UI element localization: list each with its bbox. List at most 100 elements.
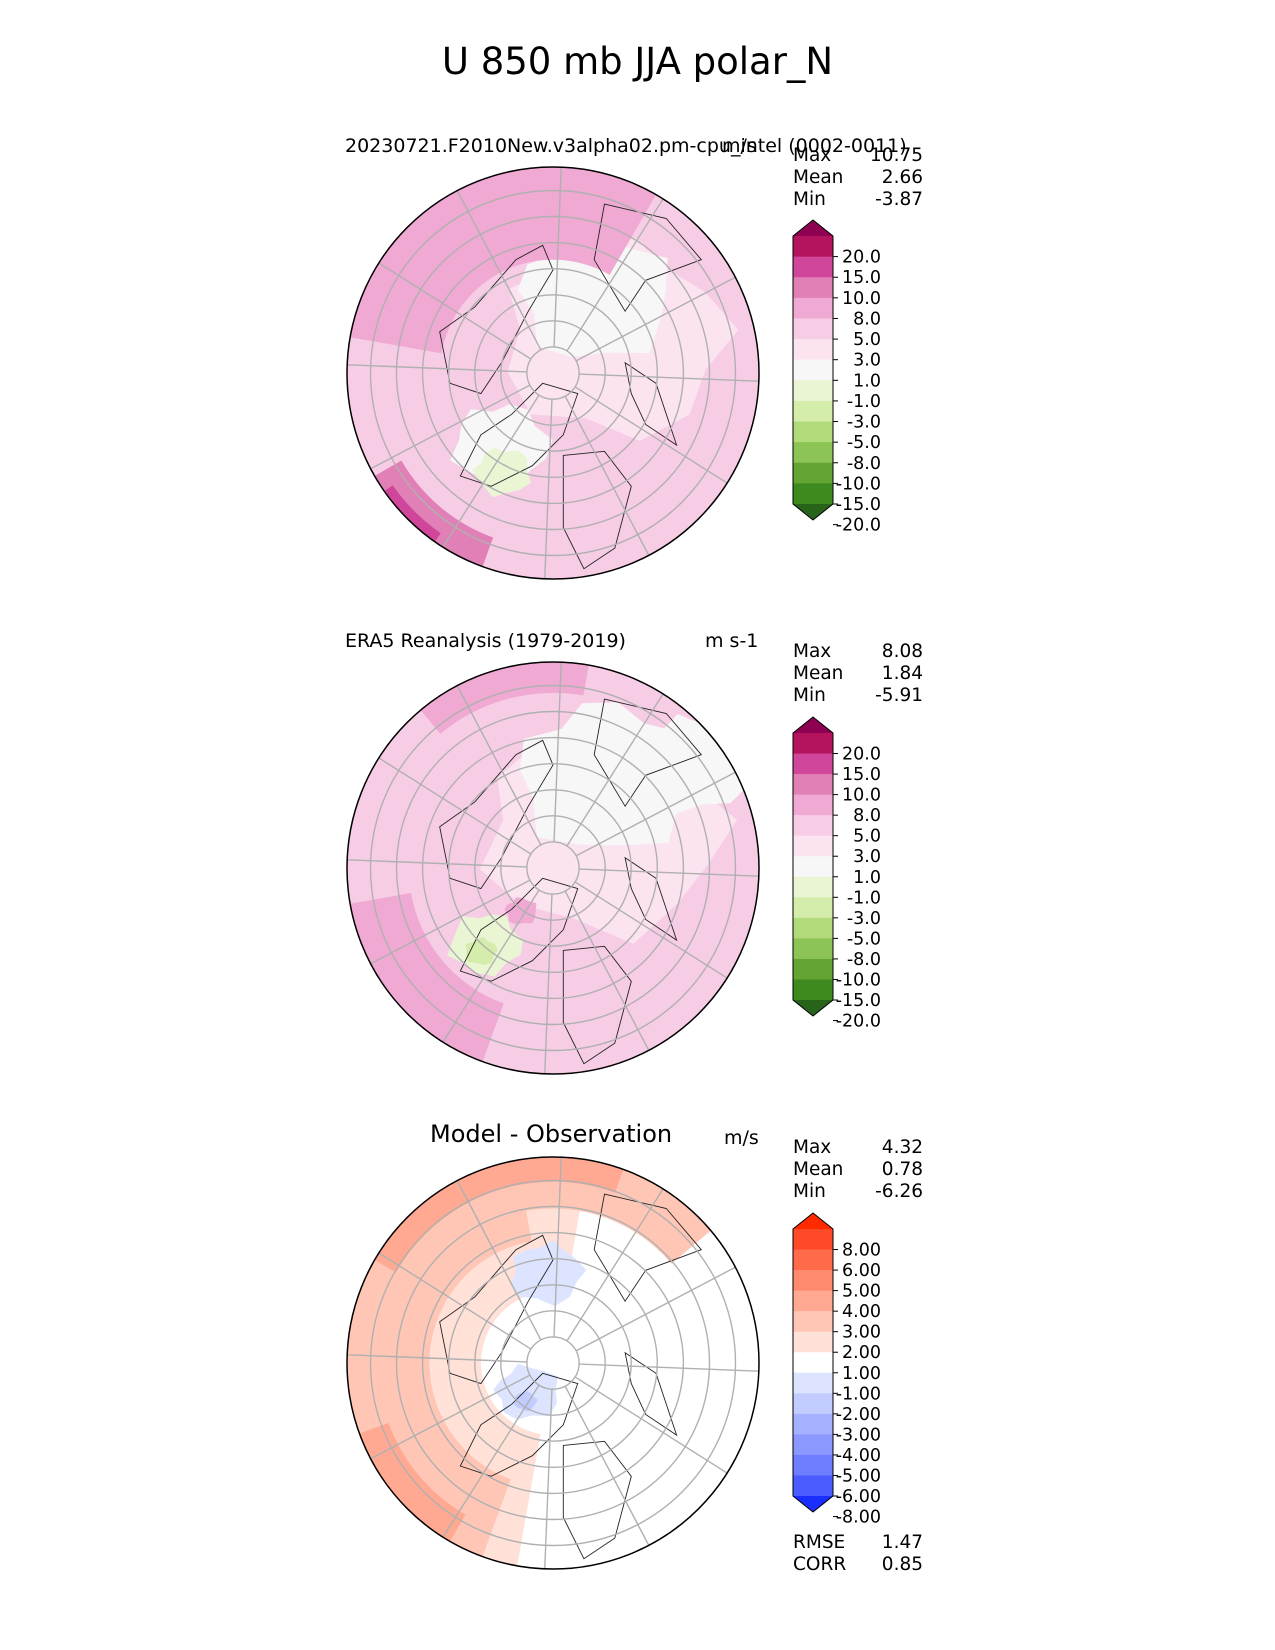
reference-panel-units: m s-1 xyxy=(705,630,759,652)
colorbar-band xyxy=(793,1352,833,1374)
latitude-circle xyxy=(421,1231,685,1495)
colorbar-tick-label: -5.00 xyxy=(836,1466,881,1486)
stat-row: Max 10.75 xyxy=(793,145,923,166)
stat-row: Min -5.91 xyxy=(793,685,923,706)
colorbar-reference: 20.015.010.08.05.03.01.0-1.0-3.0-5.0-8.0… xyxy=(792,716,881,1032)
colorbar-extend-min xyxy=(793,1496,833,1512)
meridian-line xyxy=(574,1376,728,1474)
colorbar-band xyxy=(793,442,833,464)
contour-fill xyxy=(420,662,589,734)
meridian-line xyxy=(574,881,728,979)
colorbar-tick-label: 15.0 xyxy=(842,765,881,785)
colorbar-band xyxy=(793,400,833,423)
colorbar-band xyxy=(793,753,833,775)
colorbar-tick-label: -20.0 xyxy=(836,1012,881,1032)
contour-fill xyxy=(359,1422,466,1542)
stat-row: Mean 0.78 xyxy=(793,1159,923,1180)
colorbar-band xyxy=(793,794,833,816)
colorbar-band xyxy=(793,256,833,278)
stat-row: Min -3.87 xyxy=(793,189,923,210)
difference-panel-units: m/s xyxy=(724,1127,759,1149)
meridian-line xyxy=(553,167,562,347)
latitude-circle xyxy=(500,815,606,921)
stat-row: Mean 2.66 xyxy=(793,167,923,188)
colorbar-band xyxy=(793,1270,833,1292)
colorbar-band xyxy=(793,380,833,402)
colorbar-band xyxy=(793,339,833,361)
difference-panel-title: Model - Observation xyxy=(430,1120,673,1148)
colorbar-band xyxy=(793,1311,833,1333)
metric-row: RMSE 1.47 xyxy=(793,1532,923,1553)
coastline xyxy=(459,1372,579,1477)
meridian-line xyxy=(579,868,759,877)
colorbar-band xyxy=(793,835,833,857)
meridian-line xyxy=(564,1385,650,1546)
field-contours xyxy=(347,1157,759,1569)
meridian-line xyxy=(566,693,664,847)
colorbar-band xyxy=(793,483,833,505)
colorbar-band xyxy=(793,774,833,796)
colorbar-tick-label: 10.0 xyxy=(842,786,881,806)
meridian-line xyxy=(564,890,650,1051)
meridian-line xyxy=(442,1384,540,1538)
colorbar-tick-label: -10.0 xyxy=(836,474,881,494)
colorbar-tick-label: 3.0 xyxy=(853,351,881,371)
colorbar-tick-label: -8.00 xyxy=(836,1508,881,1528)
colorbar-tick-label: 6.00 xyxy=(842,1261,881,1281)
colorbar-tick-label: 2.00 xyxy=(842,1343,881,1363)
colorbar-extend-max xyxy=(793,717,833,733)
meridian-line xyxy=(553,1157,562,1337)
colorbar-band xyxy=(793,815,833,837)
colorbar-band xyxy=(793,1413,833,1435)
colorbar-band xyxy=(793,318,833,340)
meridian-line xyxy=(347,1354,527,1363)
difference-metrics: RMSE 1.47 CORR 0.85 xyxy=(793,1532,923,1576)
difference-stats: Max 4.32 Mean 0.78 Min -6.26 xyxy=(793,1137,923,1203)
contour-fill xyxy=(374,460,494,567)
latitude-circle xyxy=(474,789,632,947)
contour-fill xyxy=(504,897,537,925)
stat-row: Max 4.32 xyxy=(793,1137,923,1158)
stat-row: Min -6.26 xyxy=(793,1181,923,1202)
meridian-line xyxy=(378,262,532,360)
colorbar-difference: 8.006.005.004.003.002.001.00-1.00-2.00-3… xyxy=(792,1212,881,1528)
test-panel-title: 20230721.F2010New.v3alpha02.pm-cpu_intel… xyxy=(345,135,907,157)
latitude-circle xyxy=(448,1257,659,1468)
colorbar-band xyxy=(793,1393,833,1415)
coastline xyxy=(459,877,579,982)
colorbar-tick-label: 5.00 xyxy=(842,1282,881,1302)
coastline xyxy=(439,739,554,890)
graticule xyxy=(347,1157,759,1569)
colorbar-band xyxy=(793,856,833,878)
colorbar-band xyxy=(793,236,833,258)
colorbar-tick-label: 10.0 xyxy=(842,289,881,309)
meridian-line xyxy=(456,1180,542,1341)
colorbar-test: 20.015.010.08.05.03.01.0-1.0-3.0-5.0-8.0… xyxy=(792,219,881,536)
colorbar-tick-label: -1.00 xyxy=(836,1384,881,1404)
colorbar-tick-label: 20.0 xyxy=(842,248,881,268)
contour-fill xyxy=(374,1157,624,1273)
latitude-circle xyxy=(395,215,711,531)
meridian-line xyxy=(575,771,736,857)
latitude-circle xyxy=(526,346,580,400)
latitude-circle xyxy=(395,1205,711,1521)
contour-fill xyxy=(384,485,441,542)
meridian-line xyxy=(566,1188,664,1342)
colorbar-tick-label: 1.00 xyxy=(842,1364,881,1384)
stat-row: Mean 1.84 xyxy=(793,663,923,684)
colorbar-band xyxy=(793,938,833,960)
contour-fill xyxy=(511,1240,587,1307)
colorbar-band xyxy=(793,1454,833,1477)
meridian-line xyxy=(579,1363,759,1372)
colorbar-tick-label: -6.00 xyxy=(836,1487,881,1507)
colorbar-extend-max xyxy=(793,220,833,236)
latitude-circle xyxy=(369,189,737,557)
colorbar-tick-label: -3.00 xyxy=(836,1425,881,1445)
colorbar-tick-label: 3.0 xyxy=(853,847,881,867)
colorbar-band xyxy=(793,1475,833,1497)
latitude-circle xyxy=(500,1310,606,1416)
latitude-circle xyxy=(369,684,737,1052)
meridian-line xyxy=(553,662,562,842)
colorbar-band xyxy=(793,917,833,939)
